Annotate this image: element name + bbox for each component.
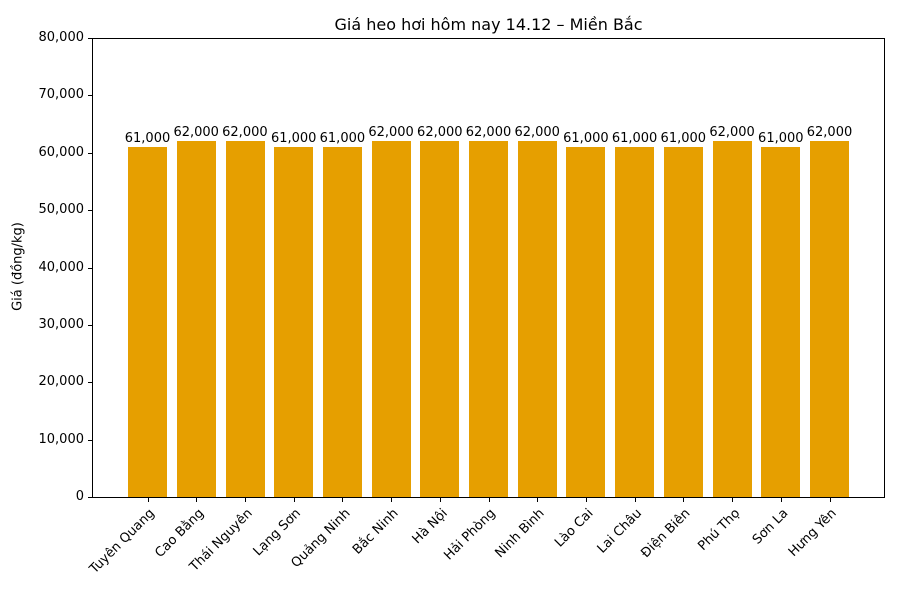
bar: [176, 141, 216, 497]
x-tick-mark: [585, 498, 587, 502]
bar: [712, 141, 752, 497]
x-tick-mark: [683, 498, 685, 502]
y-tick-mark: [88, 38, 92, 39]
bar-value-label: 62,000: [465, 125, 512, 141]
x-tick-mark: [244, 498, 246, 502]
chart-title: Giá heo hơi hôm nay 14.12 – Miền Bắc: [334, 15, 643, 34]
y-tick-mark: [88, 324, 92, 326]
x-tick-label: Hải Phòng: [441, 506, 500, 564]
bar-value-label: 61,000: [124, 131, 171, 146]
y-tick-mark: [88, 152, 92, 154]
bar: [761, 147, 801, 497]
bar-value-label: 61,000: [270, 131, 317, 146]
bar-value-label: 61,000: [611, 131, 658, 146]
x-tick-label: Ninh Bình: [492, 506, 548, 562]
x-tick-label: Bắc Ninh: [350, 506, 402, 558]
bar: [566, 147, 606, 497]
bar-value-label: 62,000: [222, 125, 268, 141]
bar-value-label: 61,000: [758, 131, 804, 146]
y-tick-label: 80,000: [38, 30, 85, 45]
bar: [322, 147, 362, 497]
y-tick-label: 10,000: [38, 431, 85, 447]
y-tick-label: 40,000: [38, 259, 85, 275]
y-tick-label: 70,000: [38, 87, 85, 103]
y-tick-mark: [88, 210, 92, 212]
y-tick-label: 50,000: [38, 202, 85, 218]
bar: [420, 141, 460, 497]
bar: [128, 147, 167, 497]
x-tick-mark: [634, 498, 636, 502]
x-tick-mark: [293, 498, 295, 502]
x-tick-mark: [342, 498, 344, 502]
bar-value-label: 62,000: [514, 125, 560, 141]
bar-value-label: 61,000: [563, 131, 609, 146]
y-tick-mark: [88, 439, 92, 441]
y-tick-mark: [88, 95, 92, 97]
bar: [469, 141, 508, 497]
x-tick-mark: [780, 498, 782, 502]
x-tick-mark: [439, 498, 441, 502]
bar-value-label: 62,000: [173, 125, 219, 141]
y-tick-label: 30,000: [38, 316, 85, 332]
x-tick-mark: [829, 498, 831, 502]
x-tick-mark: [537, 498, 539, 502]
bar: [615, 147, 655, 497]
y-tick-label: 0: [75, 489, 84, 504]
bar-value-label: 62,000: [368, 125, 414, 141]
bar-value-label: 61,000: [319, 131, 366, 146]
x-tick-mark: [732, 498, 734, 502]
bar-value-label: 62,000: [806, 125, 853, 141]
x-tick-label: Hà Nội: [409, 506, 451, 548]
x-tick-label: Lai Châu: [594, 506, 646, 557]
x-tick-mark: [147, 498, 149, 502]
x-tick-label: Phú Thọ: [694, 506, 743, 554]
bar: [810, 141, 849, 497]
bar: [663, 147, 703, 497]
x-tick-label: Điện Biên: [638, 506, 694, 562]
bar: [371, 141, 411, 497]
y-tick-mark: [88, 497, 92, 498]
y-tick-label: 60,000: [38, 144, 85, 160]
y-tick-mark: [88, 382, 92, 384]
bar-value-label: 62,000: [709, 125, 755, 141]
bar: [517, 141, 557, 497]
y-tick-mark: [88, 267, 92, 269]
bar-value-label: 61,000: [660, 131, 707, 146]
x-tick-label: Tuyên Quang: [87, 506, 159, 577]
x-tick-label: Lào Cai: [551, 506, 597, 551]
x-tick-mark: [391, 498, 393, 502]
bar-value-label: 62,000: [417, 125, 463, 141]
x-tick-mark: [196, 498, 198, 502]
x-tick-label: Hưng Yên: [786, 506, 841, 560]
bar: [274, 147, 314, 497]
x-tick-label: Sơn La: [749, 506, 792, 548]
bar: [225, 141, 265, 497]
y-tick-label: 20,000: [38, 374, 85, 390]
x-tick-mark: [488, 498, 490, 502]
